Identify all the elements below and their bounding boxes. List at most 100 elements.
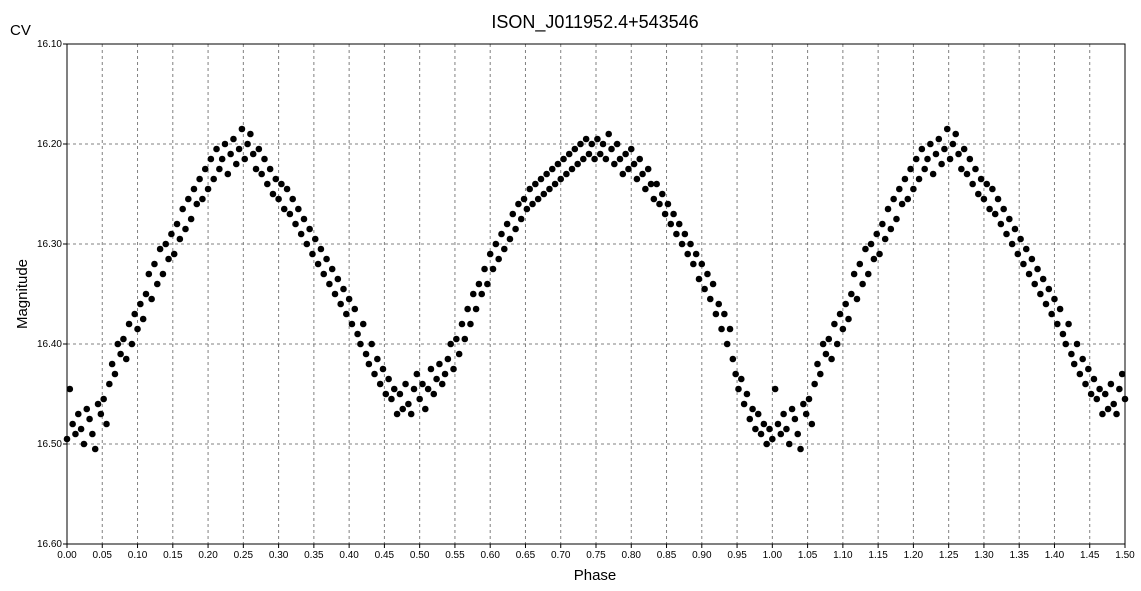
data-point <box>252 165 260 173</box>
data-point <box>402 380 409 388</box>
y-tick-label: 16.40 <box>37 339 62 350</box>
data-point <box>729 355 737 363</box>
data-point <box>106 380 113 388</box>
data-point <box>309 250 316 258</box>
data-point-repeat <box>1042 300 1050 308</box>
x-tick-label: 1.45 <box>1080 550 1100 561</box>
data-point-repeat <box>777 430 785 438</box>
data-point <box>450 365 457 373</box>
data-point-repeat <box>898 200 906 208</box>
data-point <box>737 375 745 383</box>
data-point-repeat <box>785 440 793 448</box>
x-tick-label: 0.70 <box>551 550 571 561</box>
data-point <box>670 210 677 218</box>
data-point-repeat <box>791 415 799 423</box>
data-point <box>642 185 649 193</box>
data-point <box>424 385 432 393</box>
x-tick-label: 1.10 <box>833 550 853 561</box>
data-point <box>447 340 455 348</box>
data-point <box>687 240 694 248</box>
data-point <box>114 340 122 348</box>
data-point <box>376 380 384 388</box>
data-point <box>354 330 361 338</box>
data-point-repeat <box>924 155 931 163</box>
data-point-repeat <box>836 310 844 318</box>
x-axis-title: Phase <box>574 567 617 584</box>
data-point-repeat <box>910 185 917 193</box>
data-point-repeat <box>783 425 790 433</box>
data-point-repeat <box>915 175 923 183</box>
data-point <box>591 155 598 163</box>
data-point <box>560 155 567 163</box>
data-point-repeat <box>800 400 807 408</box>
data-point-repeat <box>969 180 976 188</box>
data-point <box>269 190 277 198</box>
data-point-repeat <box>845 315 852 323</box>
data-point <box>695 275 703 283</box>
data-point <box>297 230 305 238</box>
data-point-repeat <box>1056 305 1064 313</box>
data-point-repeat <box>1059 330 1067 338</box>
x-tick-label: 1.15 <box>868 550 888 561</box>
data-point <box>548 165 556 173</box>
data-point <box>280 205 288 213</box>
data-point <box>644 165 652 173</box>
data-point-repeat <box>1070 360 1078 368</box>
data-point-repeat <box>794 430 802 438</box>
data-point-repeat <box>780 410 787 418</box>
data-point-repeat <box>1085 365 1092 373</box>
data-point <box>605 130 612 138</box>
data-point <box>760 420 768 428</box>
data-point-repeat <box>825 335 833 343</box>
x-tick-label: 0.75 <box>586 550 606 561</box>
data-point-repeat <box>929 170 937 178</box>
data-point-repeat <box>1116 385 1123 393</box>
data-point-repeat <box>1110 400 1118 408</box>
y-tick-label: 16.20 <box>37 139 62 150</box>
x-tick-label: 1.05 <box>798 550 818 561</box>
data-point <box>458 320 466 328</box>
data-point-repeat <box>904 195 912 203</box>
y-axis-title: Magnitude <box>14 259 31 329</box>
data-point <box>453 335 460 343</box>
data-point-repeat <box>1101 390 1109 398</box>
x-tick-label: 0.45 <box>375 550 395 561</box>
data-point <box>139 315 147 323</box>
grid-lines <box>67 44 1125 544</box>
data-point <box>303 240 311 248</box>
data-point <box>283 185 291 193</box>
data-point <box>213 145 220 153</box>
data-point-repeat <box>1087 390 1095 398</box>
data-point-repeat <box>1028 255 1036 263</box>
data-point <box>179 205 186 213</box>
data-point <box>117 350 124 358</box>
data-point <box>371 370 378 378</box>
data-point <box>616 155 624 163</box>
data-point <box>201 165 209 173</box>
data-point <box>543 170 550 178</box>
data-point <box>673 230 680 238</box>
data-point <box>320 270 328 278</box>
x-tick-label: 0.15 <box>163 550 183 561</box>
data-point <box>365 360 373 368</box>
data-point <box>410 385 418 393</box>
data-point <box>80 440 88 448</box>
data-point <box>258 170 265 178</box>
x-tick-label: 0.60 <box>480 550 500 561</box>
y-tick-label: 16.10 <box>37 39 62 50</box>
data-point <box>74 410 82 418</box>
data-point <box>69 420 76 428</box>
data-point <box>484 280 491 288</box>
data-point-repeat <box>952 130 960 138</box>
data-point <box>122 355 130 363</box>
data-point <box>678 240 686 248</box>
data-point <box>159 270 167 278</box>
data-point <box>735 385 742 393</box>
x-tick-label: 0.85 <box>657 550 677 561</box>
data-point <box>675 220 683 228</box>
data-point-repeat <box>1014 250 1022 258</box>
data-point <box>571 145 579 153</box>
data-point-repeat <box>876 250 883 258</box>
data-point <box>292 220 299 228</box>
data-point <box>137 300 144 308</box>
